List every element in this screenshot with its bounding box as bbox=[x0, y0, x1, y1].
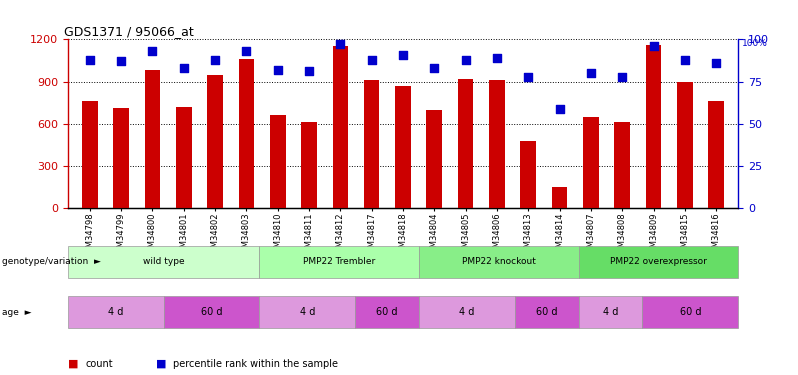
Bar bbox=[458, 79, 473, 208]
Bar bbox=[364, 80, 380, 208]
Text: 60 d: 60 d bbox=[377, 307, 397, 317]
Point bbox=[365, 57, 378, 63]
Bar bbox=[82, 101, 97, 208]
Text: PMP22 Trembler: PMP22 Trembler bbox=[303, 257, 375, 266]
Point bbox=[271, 67, 284, 73]
Point bbox=[240, 48, 253, 54]
Point bbox=[146, 48, 159, 54]
Text: 4 d: 4 d bbox=[459, 307, 475, 317]
Text: GDS1371 / 95066_at: GDS1371 / 95066_at bbox=[65, 25, 194, 38]
Text: PMP22 knockout: PMP22 knockout bbox=[462, 257, 535, 266]
Bar bbox=[551, 187, 567, 208]
Text: wild type: wild type bbox=[143, 257, 184, 266]
Point bbox=[428, 65, 440, 71]
Bar bbox=[270, 116, 286, 208]
Text: ■: ■ bbox=[156, 359, 166, 369]
Point bbox=[710, 60, 723, 66]
Text: 60 d: 60 d bbox=[536, 307, 557, 317]
Bar bbox=[583, 117, 598, 208]
Point bbox=[522, 74, 535, 80]
Bar bbox=[426, 110, 442, 208]
Bar bbox=[333, 46, 348, 208]
Bar bbox=[677, 82, 693, 208]
Text: 60 d: 60 d bbox=[201, 307, 222, 317]
Point bbox=[83, 57, 96, 63]
Point bbox=[397, 52, 409, 58]
Bar bbox=[520, 141, 536, 208]
Text: 4 d: 4 d bbox=[299, 307, 315, 317]
Text: ■: ■ bbox=[68, 359, 78, 369]
Bar bbox=[395, 86, 411, 208]
Text: 60 d: 60 d bbox=[680, 307, 701, 317]
Text: age  ►: age ► bbox=[2, 308, 31, 316]
Bar bbox=[301, 122, 317, 208]
Point bbox=[678, 57, 691, 63]
Text: genotype/variation  ►: genotype/variation ► bbox=[2, 257, 101, 266]
Text: percentile rank within the sample: percentile rank within the sample bbox=[173, 359, 338, 369]
Bar bbox=[144, 70, 160, 208]
Text: count: count bbox=[85, 359, 113, 369]
Point bbox=[460, 57, 472, 63]
Bar bbox=[489, 80, 505, 208]
Point bbox=[647, 43, 660, 49]
Point bbox=[302, 68, 315, 74]
Point bbox=[585, 70, 598, 76]
Bar bbox=[207, 75, 223, 208]
Bar bbox=[646, 45, 662, 208]
Text: 4 d: 4 d bbox=[108, 307, 124, 317]
Bar bbox=[239, 59, 255, 208]
Point bbox=[115, 58, 128, 64]
Bar bbox=[614, 122, 630, 208]
Bar bbox=[176, 107, 192, 208]
Point bbox=[616, 74, 629, 80]
Point bbox=[334, 42, 346, 48]
Point bbox=[553, 106, 566, 112]
Bar bbox=[709, 101, 724, 208]
Point bbox=[177, 65, 190, 71]
Point bbox=[491, 55, 504, 61]
Text: PMP22 overexpressor: PMP22 overexpressor bbox=[610, 257, 707, 266]
Bar bbox=[113, 108, 129, 208]
Point bbox=[208, 57, 221, 63]
Text: 4 d: 4 d bbox=[602, 307, 618, 317]
Text: 100%: 100% bbox=[741, 39, 768, 48]
